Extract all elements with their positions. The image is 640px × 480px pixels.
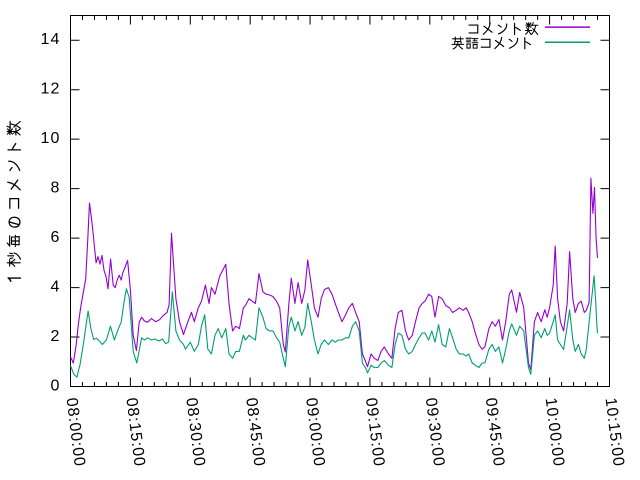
svg-text:6: 6 bbox=[51, 229, 61, 246]
svg-text:14: 14 bbox=[41, 31, 61, 48]
svg-text:0: 0 bbox=[51, 377, 61, 394]
svg-text:4: 4 bbox=[51, 279, 61, 296]
svg-text:10: 10 bbox=[41, 130, 61, 147]
svg-text:8: 8 bbox=[51, 180, 61, 197]
svg-text:12: 12 bbox=[41, 81, 61, 98]
svg-text:2: 2 bbox=[51, 328, 61, 345]
